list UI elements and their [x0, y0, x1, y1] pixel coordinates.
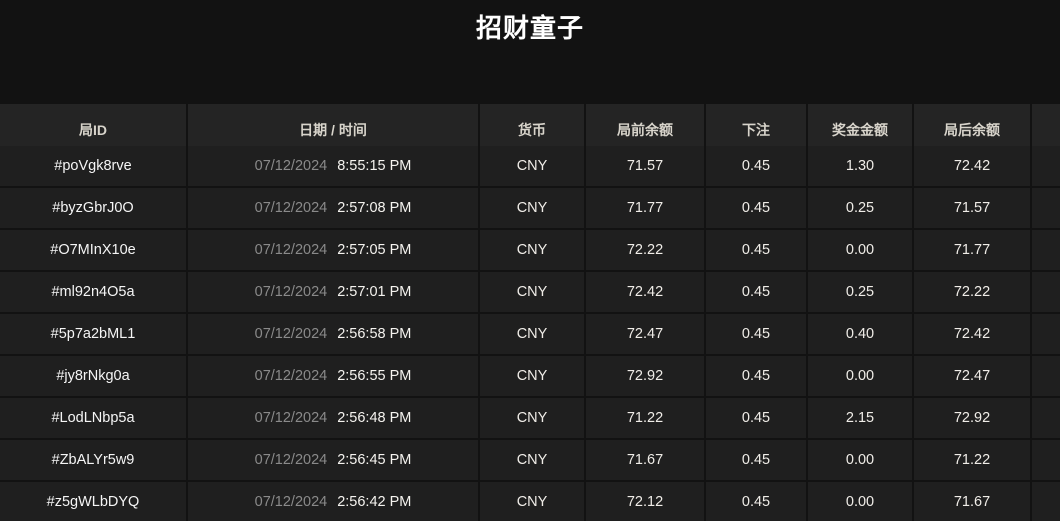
cell-prize-amount: 0.40	[808, 314, 912, 354]
cell-bet: 0.45	[706, 440, 806, 480]
cell-date-time: 07/12/2024 2:57:05 PM	[188, 230, 478, 270]
cell-extra	[1032, 146, 1060, 186]
cell-extra	[1032, 188, 1060, 228]
date-text: 07/12/2024	[254, 368, 328, 384]
cell-currency: CNY	[480, 188, 584, 228]
cell-bet: 0.45	[706, 146, 806, 186]
cell-game-id: #z5gWLbDYQ	[0, 482, 186, 521]
cell-balance-after: 72.42	[914, 314, 1030, 354]
cell-date-time: 07/12/2024 2:56:42 PM	[188, 482, 478, 521]
time-text: 2:56:55 PM	[337, 368, 412, 384]
time-text: 2:56:42 PM	[337, 494, 412, 510]
cell-extra	[1032, 272, 1060, 312]
cell-currency: CNY	[480, 440, 584, 480]
game-history-table: 局ID 日期 / 时间 货币 局前余额 下注 奖金金额 局后余额 #poVgk8…	[0, 104, 1060, 521]
date-text: 07/12/2024	[254, 494, 328, 510]
cell-bet: 0.45	[706, 356, 806, 396]
cell-balance-before: 72.22	[586, 230, 704, 270]
date-text: 07/12/2024	[254, 242, 328, 258]
cell-prize-amount: 2.15	[808, 398, 912, 438]
cell-date-time: 07/12/2024 2:56:48 PM	[188, 398, 478, 438]
titlebar: 招财童子	[0, 0, 1060, 104]
cell-currency: CNY	[480, 272, 584, 312]
cell-balance-before: 71.22	[586, 398, 704, 438]
page-title: 招财童子	[475, 13, 584, 43]
cell-extra	[1032, 314, 1060, 354]
cell-balance-before: 72.12	[586, 482, 704, 521]
time-text: 2:56:45 PM	[337, 452, 412, 468]
cell-balance-after: 71.22	[914, 440, 1030, 480]
cell-extra	[1032, 356, 1060, 396]
time-text: 2:57:01 PM	[337, 284, 412, 300]
cell-game-id: #jy8rNkg0a	[0, 356, 186, 396]
cell-game-id: #5p7a2bML1	[0, 314, 186, 354]
cell-bet: 0.45	[706, 314, 806, 354]
cell-extra	[1032, 398, 1060, 438]
cell-game-id: #O7MInX10e	[0, 230, 186, 270]
cell-bet: 0.45	[706, 272, 806, 312]
cell-balance-before: 72.47	[586, 314, 704, 354]
cell-prize-amount: 0.00	[808, 230, 912, 270]
cell-balance-after: 72.92	[914, 398, 1030, 438]
cell-date-time: 07/12/2024 2:56:45 PM	[188, 440, 478, 480]
cell-currency: CNY	[480, 482, 584, 521]
cell-date-time: 07/12/2024 2:56:55 PM	[188, 356, 478, 396]
cell-balance-before: 71.77	[586, 188, 704, 228]
cell-prize-amount: 1.30	[808, 146, 912, 186]
cell-balance-before: 71.67	[586, 440, 704, 480]
cell-balance-before: 71.57	[586, 146, 704, 186]
cell-prize-amount: 0.25	[808, 272, 912, 312]
cell-date-time: 07/12/2024 2:57:08 PM	[188, 188, 478, 228]
cell-game-id: #ml92n4O5a	[0, 272, 186, 312]
date-text: 07/12/2024	[254, 200, 328, 216]
time-text: 2:56:58 PM	[337, 326, 412, 342]
cell-game-id: #byzGbrJ0O	[0, 188, 186, 228]
cell-currency: CNY	[480, 146, 584, 186]
cell-prize-amount: 0.00	[808, 482, 912, 521]
cell-currency: CNY	[480, 398, 584, 438]
cell-balance-before: 72.42	[586, 272, 704, 312]
cell-prize-amount: 0.00	[808, 440, 912, 480]
time-text: 2:57:05 PM	[337, 242, 412, 258]
cell-bet: 0.45	[706, 230, 806, 270]
date-text: 07/12/2024	[254, 326, 328, 342]
date-text: 07/12/2024	[254, 410, 328, 426]
date-text: 07/12/2024	[254, 158, 328, 174]
cell-currency: CNY	[480, 356, 584, 396]
cell-balance-after: 71.57	[914, 188, 1030, 228]
time-text: 8:55:15 PM	[337, 158, 412, 174]
date-text: 07/12/2024	[254, 452, 328, 468]
cell-bet: 0.45	[706, 482, 806, 521]
cell-extra	[1032, 230, 1060, 270]
cell-date-time: 07/12/2024 2:56:58 PM	[188, 314, 478, 354]
cell-game-id: #LodLNbp5a	[0, 398, 186, 438]
cell-balance-after: 72.22	[914, 272, 1030, 312]
cell-prize-amount: 0.00	[808, 356, 912, 396]
cell-extra	[1032, 440, 1060, 480]
cell-game-id: #poVgk8rve	[0, 146, 186, 186]
time-text: 2:57:08 PM	[337, 200, 412, 216]
cell-balance-after: 72.42	[914, 146, 1030, 186]
time-text: 2:56:48 PM	[337, 410, 412, 426]
cell-balance-before: 72.92	[586, 356, 704, 396]
cell-balance-after: 72.47	[914, 356, 1030, 396]
cell-currency: CNY	[480, 314, 584, 354]
cell-balance-after: 71.77	[914, 230, 1030, 270]
cell-game-id: #ZbALYr5w9	[0, 440, 186, 480]
cell-extra	[1032, 482, 1060, 521]
cell-currency: CNY	[480, 230, 584, 270]
cell-bet: 0.45	[706, 188, 806, 228]
cell-prize-amount: 0.25	[808, 188, 912, 228]
cell-bet: 0.45	[706, 398, 806, 438]
cell-date-time: 07/12/2024 2:57:01 PM	[188, 272, 478, 312]
cell-balance-after: 71.67	[914, 482, 1030, 521]
cell-date-time: 07/12/2024 8:55:15 PM	[188, 146, 478, 186]
date-text: 07/12/2024	[254, 284, 328, 300]
